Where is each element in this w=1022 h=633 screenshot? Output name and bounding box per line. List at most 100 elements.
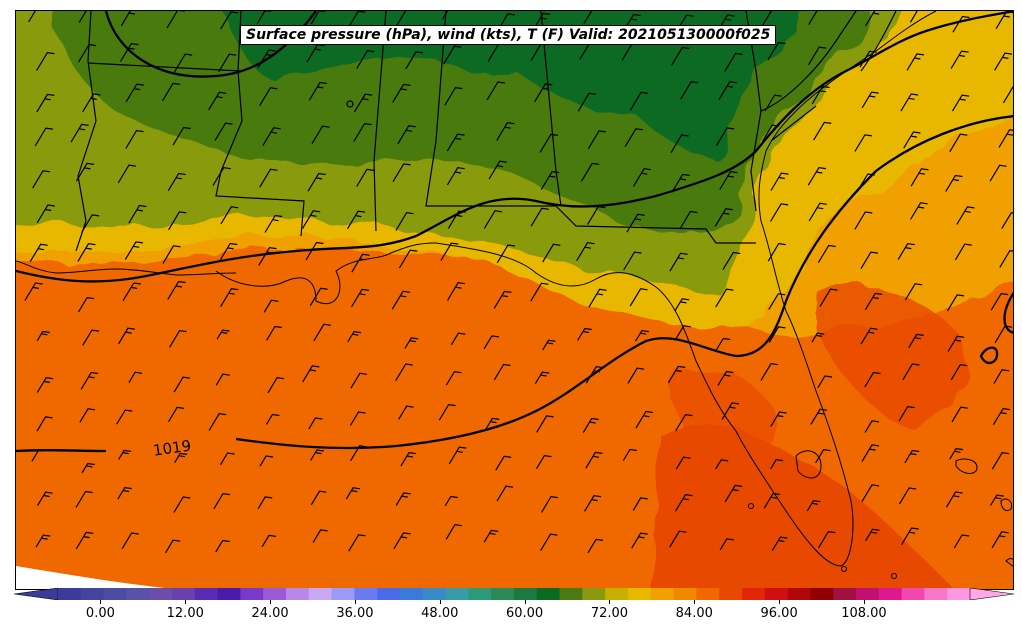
wind-barb [167, 280, 186, 300]
colorbar [14, 588, 1014, 600]
wind-barb [261, 534, 277, 548]
wind-barb [79, 408, 96, 423]
wind-barb [398, 405, 414, 420]
state-line-2 [87, 62, 242, 72]
colorbar-swatch [650, 588, 675, 600]
wind-barb [724, 52, 743, 72]
wind-barb [715, 459, 729, 470]
wind-barb [632, 168, 652, 187]
wind-barb [119, 42, 139, 62]
colorbar-tick-mark [270, 600, 272, 604]
isobar-6 [979, 346, 999, 365]
wind-barb [263, 299, 279, 313]
wind-barb [36, 416, 53, 432]
wind-barb [443, 45, 462, 65]
colorbar-swatch [605, 588, 629, 600]
wind-barb [218, 53, 237, 73]
wind-barb [864, 371, 881, 388]
colorbar-swatch [514, 588, 538, 600]
colorbar-swatch [742, 588, 766, 600]
lake-okeechobee [795, 450, 822, 479]
wind-barb [719, 538, 734, 551]
wind-barb [172, 126, 191, 146]
wind-barb [950, 50, 969, 69]
wind-barb [806, 500, 821, 512]
wind-barb [32, 170, 51, 189]
wind-barb [392, 83, 411, 103]
wind-barb [312, 529, 328, 543]
wind-barb [348, 534, 366, 552]
wind-barb [722, 251, 741, 271]
wind-barb [308, 81, 328, 101]
wind-barb [128, 204, 147, 224]
wind-barb [391, 290, 411, 310]
wind-barb [998, 129, 1013, 148]
wind-barb [75, 162, 95, 182]
wind-barb [311, 125, 330, 145]
wind-barb [36, 377, 54, 393]
wind-barb [173, 496, 191, 513]
wind-barb [808, 11, 818, 26]
colorbar-swatch [787, 588, 811, 600]
wind-barb [669, 252, 688, 272]
wind-barbs [24, 11, 1013, 554]
wind-barb [350, 445, 367, 462]
colorbar-swatch [947, 588, 971, 600]
state-line-4 [373, 11, 387, 232]
wind-barb [763, 492, 781, 509]
isobar-2 [16, 11, 1013, 283]
wind-barb [811, 332, 825, 343]
wind-barb [120, 11, 136, 27]
colorbar-swatch [719, 588, 743, 600]
wind-barb [861, 91, 879, 109]
wind-barb [310, 490, 327, 506]
wind-barb [860, 251, 878, 270]
wind-barb [671, 46, 690, 66]
wind-barb [674, 493, 693, 512]
wind-barb [861, 444, 880, 462]
wind-barb [577, 92, 597, 112]
wind-barb [121, 532, 139, 550]
colorbar-swatch [331, 588, 355, 600]
wind-barb [75, 490, 93, 508]
wind-barb [349, 411, 366, 426]
colorbar-swatch [240, 588, 264, 600]
wind-barb [215, 539, 230, 553]
wind-barb [951, 406, 968, 423]
wind-barb [909, 11, 918, 23]
wind-barb [395, 212, 414, 231]
wind-barb [819, 288, 838, 307]
wind-barb [310, 449, 324, 461]
wind-barb [624, 128, 643, 148]
wind-barb [724, 484, 743, 503]
colorbar-swatch [58, 588, 82, 600]
wind-barb [167, 406, 185, 423]
wind-barb [496, 485, 514, 502]
wind-barb [81, 462, 95, 474]
wind-barb [173, 53, 193, 73]
island-2 [1000, 498, 1013, 512]
wind-barb [70, 123, 89, 143]
wind-barb [161, 82, 181, 102]
weather-map: 1019 [16, 11, 1013, 589]
colorbar-swatch [878, 588, 903, 600]
wind-barb [535, 454, 552, 470]
colorbar-tick-mark [863, 600, 865, 604]
wind-barb [215, 373, 230, 386]
wind-barb [817, 375, 832, 389]
wind-barb [166, 11, 185, 29]
wind-barb [495, 455, 512, 471]
wind-barb [404, 337, 419, 349]
wind-barb [346, 11, 366, 30]
wind-barb [264, 214, 283, 233]
wind-barb [31, 448, 47, 462]
wind-barb [219, 452, 235, 466]
state-line-10 [770, 105, 817, 142]
wind-barb [990, 292, 1009, 311]
state-line-1 [75, 11, 97, 252]
wind-barb [77, 43, 97, 63]
wind-barb [542, 243, 561, 263]
wind-barb [28, 11, 36, 23]
wind-barb [392, 163, 411, 183]
wind-barb [904, 283, 923, 301]
